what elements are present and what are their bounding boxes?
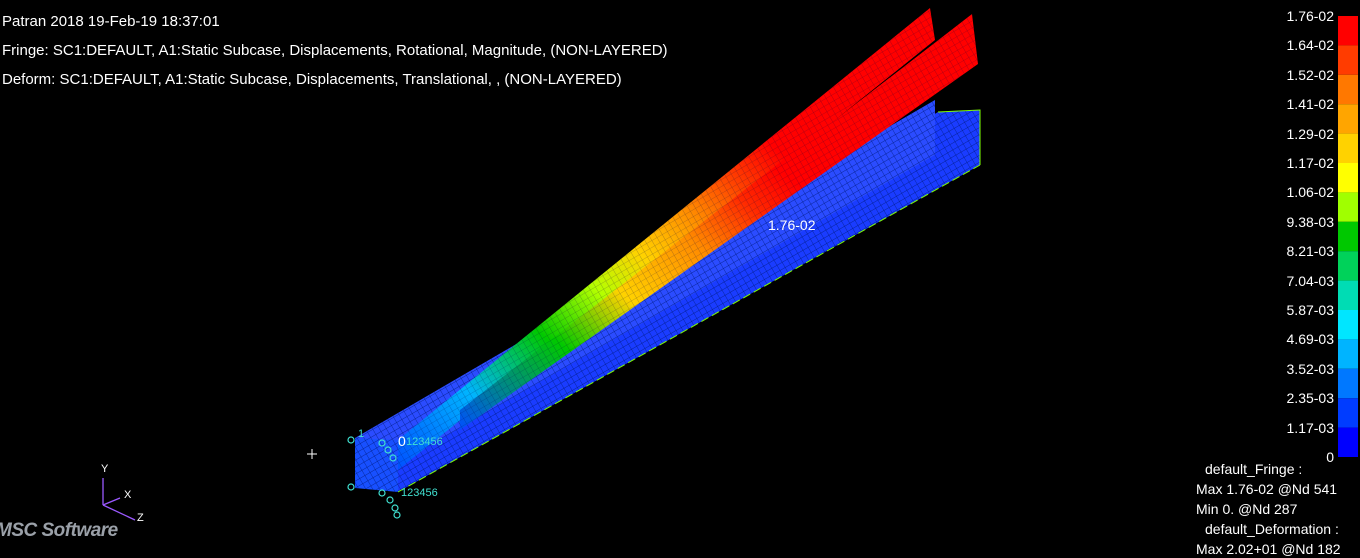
legend-swatch xyxy=(1338,251,1358,281)
fringe-min: Min 0. @Nd 287 xyxy=(1196,501,1298,517)
legend-label: 1.76-02 xyxy=(1286,8,1334,24)
deform-title: default_Deformation : xyxy=(1205,521,1339,537)
legend-label: 4.69-03 xyxy=(1286,331,1334,348)
legend-swatch xyxy=(1338,368,1358,399)
legend-swatch xyxy=(1338,310,1358,340)
spc-top-digit: 0 xyxy=(398,433,406,449)
legend-label: 3.52-03 xyxy=(1286,360,1334,377)
legend-swatch xyxy=(1338,163,1358,193)
spc-top-label: 123456 xyxy=(406,436,443,448)
fringe-legend-bar xyxy=(1338,16,1358,457)
header-fringe: Fringe: SC1:DEFAULT, A1:Static Subcase, … xyxy=(2,42,668,59)
legend-label: 0 xyxy=(1326,449,1334,465)
axis-triad-icon xyxy=(102,478,136,521)
legend-swatch xyxy=(1338,192,1358,222)
lower-web xyxy=(355,100,981,493)
legend-label: 1.52-02 xyxy=(1286,66,1334,83)
legend-label: 8.21-03 xyxy=(1286,243,1334,260)
legend-swatch xyxy=(1338,133,1358,163)
legend-swatch xyxy=(1338,339,1358,369)
spc-top-prefix: 1 xyxy=(358,428,365,440)
legend-label: 7.04-03 xyxy=(1286,272,1334,289)
spc-markers xyxy=(347,436,401,519)
axis-y-label: Y xyxy=(101,463,109,475)
header-title: Patran 2018 19-Feb-19 18:37:01 xyxy=(2,13,220,30)
crosshair-icon xyxy=(307,449,317,459)
legend-label: 1.06-02 xyxy=(1286,184,1334,201)
legend-swatch xyxy=(1338,74,1358,105)
legend-label: 1.64-02 xyxy=(1286,37,1334,54)
max-value-label: 1.76-02 xyxy=(768,217,816,233)
legend-swatch xyxy=(1338,16,1358,46)
legend-swatch xyxy=(1338,104,1358,134)
legend-swatch xyxy=(1338,427,1358,457)
legend-swatch xyxy=(1338,45,1358,75)
legend-label: 2.35-03 xyxy=(1286,390,1334,407)
header-deform: Deform: SC1:DEFAULT, A1:Static Subcase, … xyxy=(2,71,622,88)
root-section xyxy=(355,438,398,492)
legend-label: 1.41-02 xyxy=(1286,96,1334,113)
deform-max: Max 2.02+01 @Nd 182 xyxy=(1196,541,1341,557)
legend-swatch xyxy=(1338,280,1358,310)
fringe-max: Max 1.76-02 @Nd 541 xyxy=(1196,481,1338,497)
legend-label: 5.87-03 xyxy=(1286,302,1334,318)
msc-logo: MSC Software xyxy=(0,520,118,541)
legend-label: 1.29-02 xyxy=(1286,125,1334,142)
spc-bottom-label: 123456 xyxy=(401,487,438,499)
fringe-title: default_Fringe : xyxy=(1205,461,1303,477)
legend-swatch xyxy=(1338,221,1358,252)
legend-label: 9.38-03 xyxy=(1286,213,1334,230)
axis-z-label: Z xyxy=(137,512,144,524)
axis-x-label: X xyxy=(124,489,132,501)
legend-label: 1.17-03 xyxy=(1286,419,1334,436)
legend-label: 1.17-02 xyxy=(1286,155,1334,171)
legend-swatch xyxy=(1338,398,1358,428)
upper-flange-2 xyxy=(460,14,978,430)
